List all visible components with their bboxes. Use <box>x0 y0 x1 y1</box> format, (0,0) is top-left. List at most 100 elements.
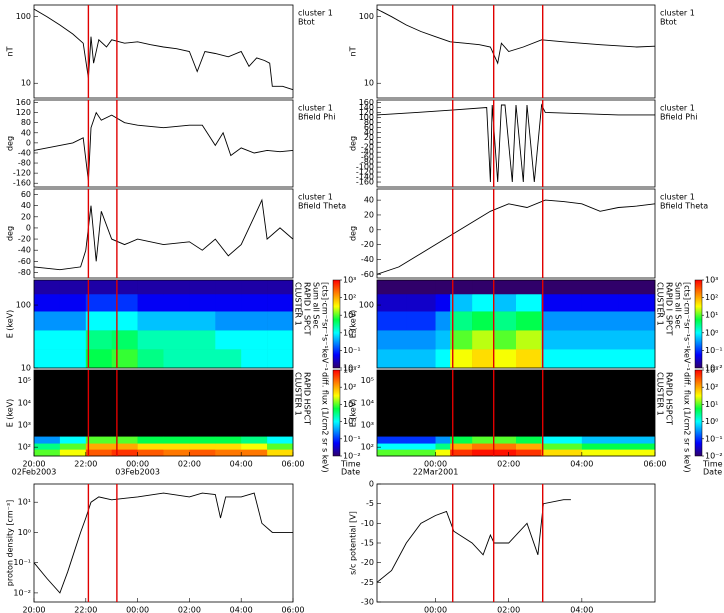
y-tick-label: 10⁰ <box>18 528 31 537</box>
heat-cell <box>215 436 242 444</box>
heat-cell <box>111 436 138 444</box>
x-tick-label: 22:00 <box>74 606 97 613</box>
y-axis-label: E (keV) <box>349 399 358 428</box>
heat-cell <box>406 443 436 450</box>
panel-label: Bfield Phi <box>298 113 335 122</box>
heat-cell <box>406 293 436 312</box>
heat-cell <box>34 280 61 295</box>
y-tick-label: 60 <box>21 190 31 199</box>
heat-cell <box>516 280 542 295</box>
heat-cell <box>267 280 294 295</box>
y-tick-label: 10² <box>18 443 31 452</box>
heat-cell <box>494 293 517 312</box>
y-axis-label: deg <box>6 226 15 241</box>
y-tick-label: 160 <box>16 98 31 107</box>
y-tick-label: -160 <box>356 178 374 187</box>
heat-cell <box>85 280 112 295</box>
y-tick-label: 10 <box>364 79 374 88</box>
colorbar <box>694 279 703 369</box>
colorbar-tick-label: 10⁻¹ <box>705 346 723 355</box>
heat-cell <box>215 293 242 312</box>
colorbar-tick-label: 10¹ <box>343 400 356 409</box>
heat-cell <box>163 330 190 350</box>
colorbar-tick-label: 10⁰ <box>343 417 356 426</box>
heat-cell <box>215 330 242 350</box>
heat-cell <box>450 449 473 457</box>
y-tick-label: 160 <box>359 98 374 107</box>
y-tick-label: 10 <box>21 79 31 88</box>
colorbar-tick-label: 10² <box>705 293 718 302</box>
panel-label: cluster 1 <box>660 193 695 202</box>
heat-cell <box>267 443 294 450</box>
colorbar-tick-label: 10⁻¹ <box>343 346 361 355</box>
colorbar-label: [cts]·cm⁻²sr⁻¹s⁻¹keV⁻¹ <box>321 282 330 371</box>
plot-frame <box>33 4 294 99</box>
heat-cell <box>377 449 407 457</box>
y-tick-label: -80 <box>18 159 31 168</box>
panel-label: RAPID I_SPCT <box>665 282 674 335</box>
heat-cell <box>618 436 656 444</box>
colorbar-tick-label: 10⁻² <box>343 364 361 373</box>
y-tick-label: 120 <box>359 108 374 117</box>
date-label: 22Mar2001 <box>413 468 459 477</box>
plot-frame <box>376 4 656 99</box>
heat-cell <box>406 449 436 457</box>
heat-cell <box>472 330 495 350</box>
plot-frame <box>376 279 656 369</box>
heat-cell <box>406 311 436 331</box>
heat-cell <box>137 436 164 444</box>
heat-cell <box>267 449 294 457</box>
x-tick-label: 04:00 <box>230 460 253 469</box>
heat-cell <box>241 280 268 295</box>
heat-cell <box>241 293 268 312</box>
heat-cell <box>215 449 242 457</box>
plot-frame <box>33 369 294 457</box>
heat-cell <box>472 311 495 331</box>
y-tick-label: 10⁴ <box>18 398 31 407</box>
y-tick-label: 0 <box>369 138 374 147</box>
heat-cell <box>34 436 61 444</box>
x-tick-label: 04:00 <box>570 606 593 613</box>
x-tick-label: 02:00 <box>497 460 520 469</box>
y-tick-label: 140 <box>359 103 374 112</box>
y-tick-label: 10¹ <box>18 498 31 507</box>
panel-label: cluster 1 <box>298 9 333 18</box>
colorbar-tick-label: 10⁰ <box>343 328 356 337</box>
heat-cell <box>111 311 138 331</box>
heat-cell <box>59 330 87 350</box>
heat-cell <box>516 443 542 450</box>
y-tick-label: 0 <box>369 225 374 234</box>
heat-cell <box>34 293 61 312</box>
colorbar-tick-label: 10⁻¹ <box>705 434 723 443</box>
heat-cell <box>581 280 619 295</box>
y-tick-label: -40 <box>18 148 31 157</box>
heat-cell <box>34 449 61 457</box>
date-label: 03Feb2003 <box>115 468 160 477</box>
heat-cell <box>581 349 619 369</box>
y-tick-label: -25 <box>361 578 374 587</box>
panel-label: cluster 1 <box>660 9 695 18</box>
x-tick-label: 06:00 <box>281 460 304 469</box>
heat-cell <box>85 293 112 312</box>
heat-cell <box>34 443 61 450</box>
row-label: Date <box>703 468 722 477</box>
y-tick-label: -60 <box>361 270 374 279</box>
heat-cell <box>377 349 407 369</box>
y-axis-label: nT <box>6 46 15 56</box>
y-tick-label: -5 <box>366 499 374 508</box>
colorbar <box>694 369 703 457</box>
y-tick-label: 10 <box>21 364 31 373</box>
heat-cell <box>59 311 87 331</box>
y-axis-label: deg <box>6 136 15 151</box>
heat-cell <box>541 443 583 450</box>
x-tick-label: 00:00 <box>126 460 149 469</box>
x-tick-label: 04:00 <box>570 460 593 469</box>
heat-cell <box>472 280 495 295</box>
y-tick-label: -120 <box>356 168 374 177</box>
heat-cell <box>494 349 517 369</box>
panel-label: RAPID HSPCT <box>665 372 674 425</box>
heat-cell <box>241 443 268 450</box>
heat-cell <box>267 436 294 444</box>
panel-label: Btot <box>660 18 677 27</box>
x-tick-label: 02:00 <box>497 606 520 613</box>
